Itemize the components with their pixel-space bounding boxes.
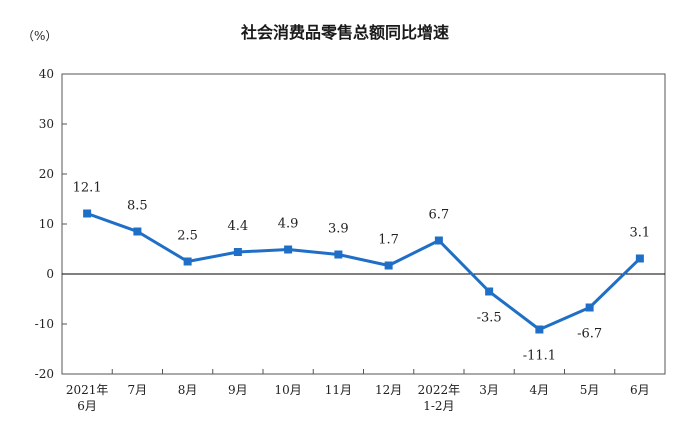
plot-frame	[61, 73, 666, 375]
y-tick-label: 30	[39, 117, 54, 131]
x-tick-label: 4月	[530, 383, 550, 397]
data-label: 4.4	[228, 219, 249, 234]
x-tick-label: 7月	[128, 383, 148, 397]
data-point	[585, 303, 594, 312]
x-tick-label: 2021年	[66, 383, 109, 397]
data-point	[233, 248, 242, 256]
data-label: 6.7	[429, 208, 450, 223]
data-point	[384, 261, 393, 270]
x-tick-label: 6月	[77, 399, 97, 413]
data-point	[183, 257, 192, 266]
chart-title: 社会消费品零售总额同比增速	[240, 23, 449, 42]
data-point	[284, 245, 293, 254]
data-label: -3.5	[477, 311, 502, 326]
y-tick-label: -10	[35, 317, 54, 331]
data-point	[434, 236, 443, 245]
data-label: 8.5	[127, 199, 148, 214]
x-tick-label: 8月	[178, 383, 198, 397]
y-tick-label: 10	[39, 217, 54, 231]
x-tick-label: 1-2月	[423, 399, 454, 413]
data-labels: 12.1 8.5 2.5 4.4 4.9 3.9 1.7 6.7 -3.5 -11.1 -6.7 3.…	[73, 181, 651, 364]
data-point	[83, 209, 92, 218]
data-label: 4.9	[278, 217, 299, 232]
series-line	[86, 212, 641, 331]
data-label: 2.5	[177, 229, 198, 244]
data-point	[635, 254, 644, 263]
data-points	[83, 209, 644, 334]
x-tick-label: 5月	[580, 383, 600, 397]
y-tick-label: -20	[35, 367, 54, 381]
y-axis: -20 -10 0 10 20 30 40	[35, 67, 67, 381]
x-tick-label: 3月	[479, 383, 499, 397]
data-label: 1.7	[378, 233, 399, 248]
data-point	[485, 287, 494, 296]
y-unit-label: （%）	[22, 29, 57, 43]
y-tick-label: 40	[39, 67, 54, 81]
data-point	[535, 325, 544, 334]
x-tick-label: 10月	[274, 383, 301, 397]
y-tick-label: 20	[39, 167, 54, 181]
data-label: 3.1	[630, 226, 651, 241]
data-label: 12.1	[73, 181, 102, 196]
x-tick-label: 12月	[375, 383, 402, 397]
x-tick-label: 6月	[630, 383, 650, 397]
data-label: -11.1	[523, 349, 556, 364]
data-point	[133, 227, 142, 236]
x-axis: 2021年 6月 7月 8月 9月 10月 11月 12月 2022年 1-2月 3月 4月 5月 6月	[66, 369, 650, 413]
x-tick-label: 2022年	[418, 383, 461, 397]
data-label: 3.9	[328, 222, 349, 237]
data-label: -6.7	[577, 327, 602, 342]
x-tick-label: 9月	[228, 383, 248, 397]
x-tick-label: 11月	[325, 383, 352, 397]
data-point	[334, 250, 343, 259]
y-tick-label: 0	[46, 267, 54, 281]
